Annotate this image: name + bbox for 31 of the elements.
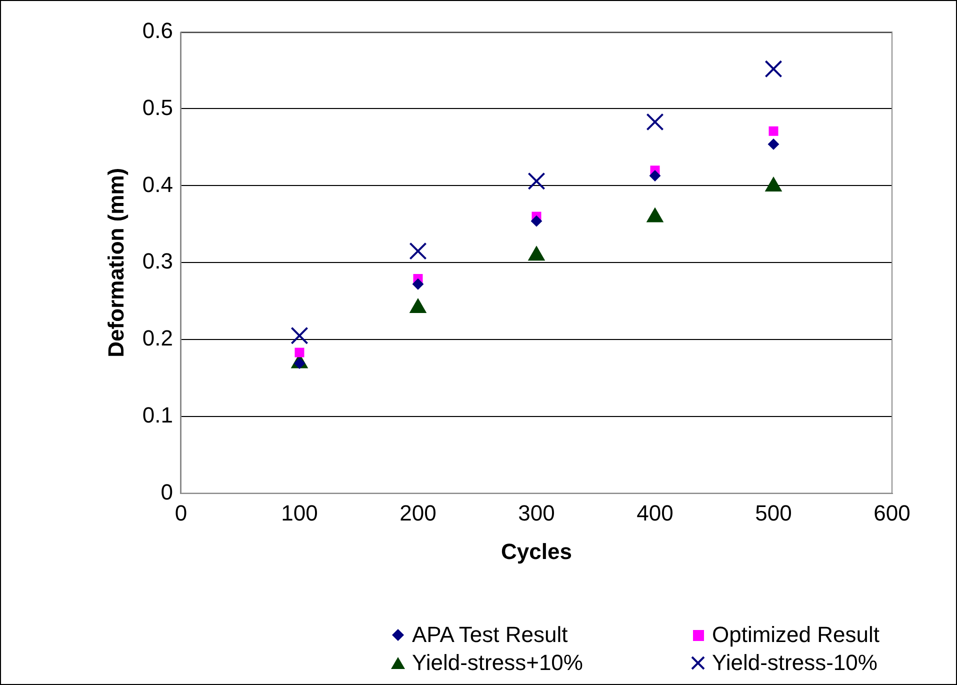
point xyxy=(528,172,546,190)
y-tick-label: 0.3 xyxy=(142,248,173,274)
y-tick-label: 0 xyxy=(160,479,173,504)
y-tick-label: 0.6 xyxy=(142,18,173,44)
x-tick-label: 100 xyxy=(281,500,318,526)
point xyxy=(290,326,308,344)
point xyxy=(294,348,304,358)
y-tick-label: 0.5 xyxy=(142,94,173,120)
legend-label: Yield-stress-10% xyxy=(712,650,878,676)
x-tick-label: 300 xyxy=(518,500,555,526)
point xyxy=(768,138,779,150)
x-tick-label: 500 xyxy=(755,500,792,526)
x-tick-label: 600 xyxy=(874,500,910,526)
y-tick-label: 0.2 xyxy=(142,326,173,351)
point xyxy=(409,242,427,260)
point xyxy=(768,126,778,136)
point xyxy=(649,170,660,182)
x-axis-title: Cycles xyxy=(501,538,572,564)
legend-label: Yield-stress+10% xyxy=(412,650,583,676)
y-tick-label: 0.1 xyxy=(142,402,173,428)
y-tick-label: 0.4 xyxy=(142,172,173,197)
point xyxy=(764,60,782,78)
x-tick-label: 200 xyxy=(400,500,436,526)
point xyxy=(530,216,542,227)
point xyxy=(646,113,664,131)
point xyxy=(294,358,305,369)
legend-label: Optimized Result xyxy=(712,622,880,648)
legend-label: APA Test Result xyxy=(412,622,568,648)
point xyxy=(412,278,424,290)
y-axis-title: Deformation (mm) xyxy=(103,168,128,358)
x-tick-label: 400 xyxy=(636,500,674,526)
